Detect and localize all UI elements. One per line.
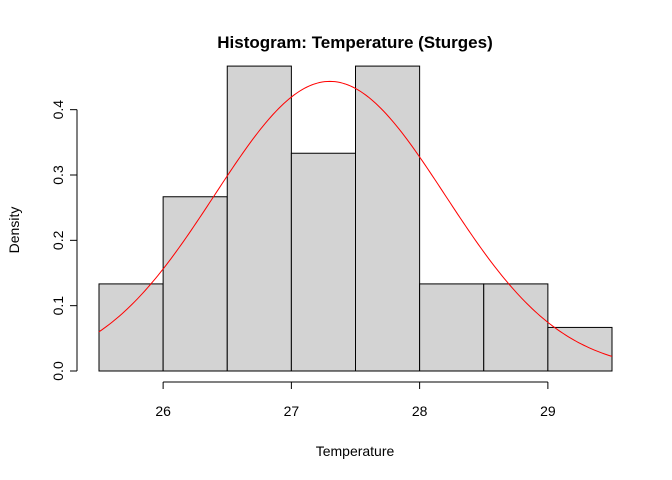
x-tick-label: 27 <box>284 403 300 419</box>
histogram-bar-2 <box>226 65 292 372</box>
histogram-bar-0 <box>98 283 164 372</box>
y-tick-label: 0.1 <box>50 296 66 316</box>
y-axis: 0.0 0.1 0.2 0.3 0.4 <box>50 100 78 381</box>
histogram-bars <box>98 65 613 372</box>
y-tick-label: 0.0 <box>50 361 66 381</box>
x-tick-label: 26 <box>155 403 171 419</box>
y-tick-label: 0.4 <box>50 100 66 120</box>
histogram-bar-5 <box>419 283 485 372</box>
histogram-bar-7 <box>547 326 613 372</box>
x-axis-label: Temperature <box>316 443 395 459</box>
y-axis-label: Density <box>6 207 22 254</box>
y-tick-label: 0.3 <box>50 165 66 185</box>
chart-title: Histogram: Temperature (Sturges) <box>217 33 493 52</box>
histogram-bar-3 <box>290 152 356 372</box>
histogram-bar-4 <box>355 65 421 372</box>
y-tick-label: 0.2 <box>50 230 66 250</box>
density-curve <box>98 80 613 357</box>
x-tick-label: 28 <box>412 403 428 419</box>
histogram-bar-1 <box>162 196 228 372</box>
x-axis: 26 27 28 29 <box>155 381 556 419</box>
histogram-bar-6 <box>483 283 549 372</box>
x-tick-label: 29 <box>540 403 556 419</box>
